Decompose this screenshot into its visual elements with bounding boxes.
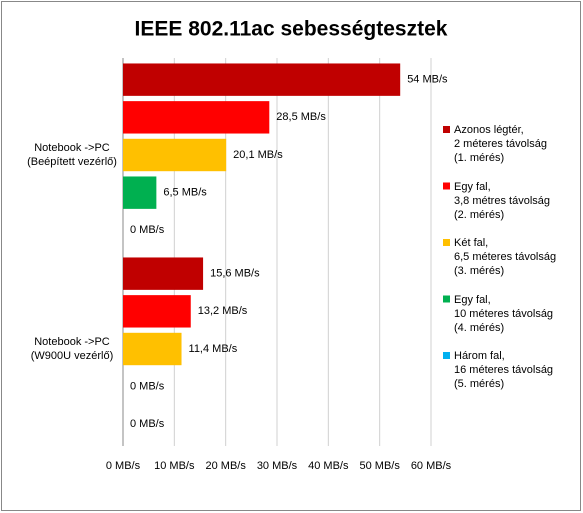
bar [123,63,401,96]
data-label: 0 MB/s [130,224,165,236]
legend-marker [443,295,450,303]
legend-label: Egy fal, 3,8 métres távolság (2. mérés) [454,180,550,221]
data-label: 13,2 MB/s [198,305,248,317]
x-tick-label: 60 MB/s [411,460,452,472]
y-tick-label: Notebook ->PC (Beépített vezérlő) [27,142,117,168]
data-label: 15,6 MB/s [210,268,260,280]
bar [123,101,270,134]
data-label: 11,4 MB/s [189,343,238,355]
bar [123,295,191,328]
bar [123,257,204,290]
bar [123,176,157,209]
y-tick-label: Notebook ->PC (W900U vezérlő) [30,336,114,362]
chart-title: IEEE 802.11ac sebességtesztek [135,18,448,41]
legend-marker [443,239,450,246]
legend-marker [443,352,450,359]
x-tick-label: 50 MB/s [359,460,400,472]
x-tick-label: 10 MB/s [154,460,195,472]
x-tick-label: 20 MB/s [205,460,246,472]
bar [123,332,182,366]
data-label: 6,5 MB/s [163,187,207,199]
x-tick-label: 0 MB/s [106,460,141,472]
data-label: 0 MB/s [130,381,165,393]
legend-label: Egy fal, 10 méteres távolság (4. mérés) [454,293,554,334]
data-label: 28,5 MB/s [276,111,326,123]
x-tick-label: 40 MB/s [308,460,349,472]
data-label: 20,1 MB/s [233,149,283,161]
legend-label: Három fal, 16 méteres távolság (5. mérés… [454,350,554,390]
legend-label: Azonos légtér, 2 méteres távolság (1. mé… [454,124,547,164]
legend-label: Két fal, 6,5 méteres távolság (3. mérés) [454,237,557,277]
bar [123,138,227,172]
legend-marker [443,182,450,190]
legend-marker [443,126,450,133]
data-label: 0 MB/s [130,418,165,430]
x-tick-label: 30 MB/s [257,460,298,472]
data-label: 54 MB/s [407,74,448,86]
